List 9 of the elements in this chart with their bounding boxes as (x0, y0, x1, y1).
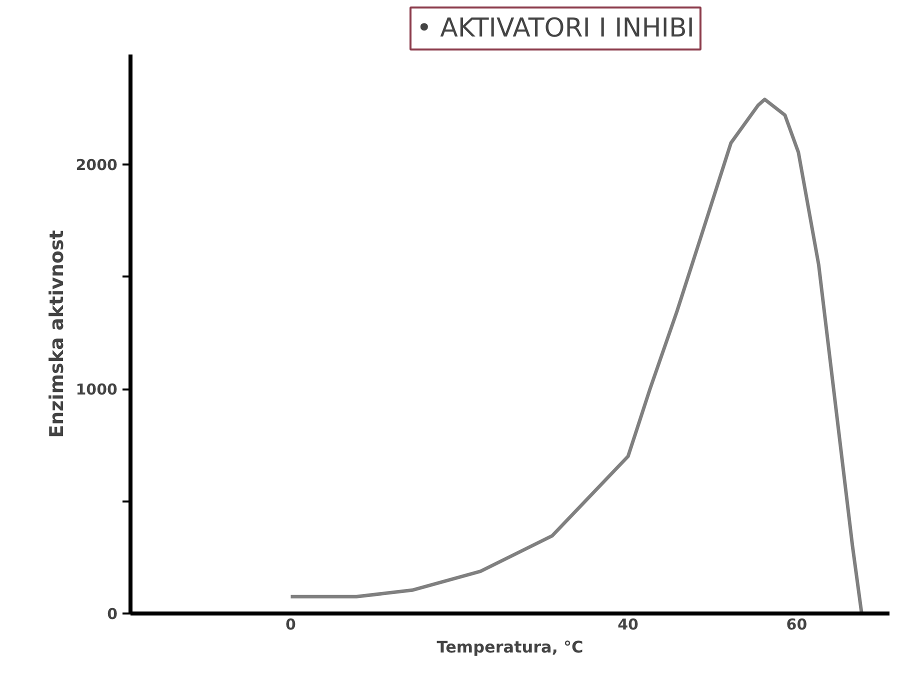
x-axis-title: Temperatura, °C (436, 638, 584, 656)
line-series (288, 98, 864, 614)
x-tick-label: 0 (286, 616, 296, 634)
y-tick-label: 2000 (76, 156, 118, 174)
x-tick-label: 40 (618, 616, 639, 634)
chart-title: • AKTIVATORI I INHIBI (416, 14, 694, 44)
y-axis-title: Enzimska aktivnost (46, 230, 68, 438)
x-tick-label: 60 (786, 616, 808, 634)
y-tick-label: 1000 (76, 380, 118, 398)
